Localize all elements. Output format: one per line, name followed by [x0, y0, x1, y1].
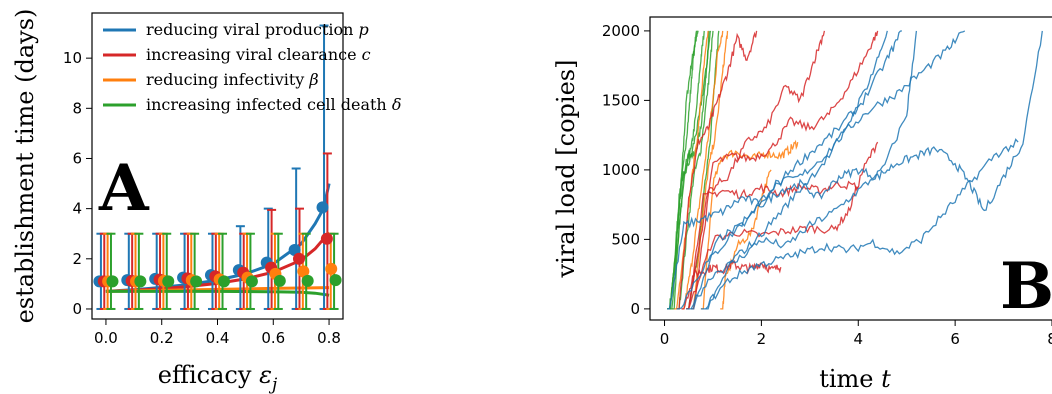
panel-a-xlabel: efficacy εj: [158, 361, 278, 394]
data-point: [301, 274, 314, 287]
panel-b-xlabel-text: time: [819, 365, 873, 393]
panel-b-xtick-label: 4: [853, 330, 863, 348]
panel-b-xlabel: time t: [819, 365, 891, 393]
panel-b-xlabel-symbol: t: [881, 365, 891, 393]
legend-label-text: increasing viral clearance: [146, 45, 362, 64]
panel-b-ticks: 0 2 4 6 8 0 500 1000 1500 2000: [602, 22, 1052, 348]
data-point: [106, 275, 119, 288]
trajectory-line: [686, 141, 879, 310]
trajectory-line: [700, 138, 1019, 310]
trajectory-line: [676, 30, 758, 310]
panel-a-ytick-label: 2: [72, 250, 82, 268]
legend-label-text: reducing viral production: [146, 20, 359, 39]
legend-label: increasing viral clearance c: [146, 45, 371, 64]
panel-a-ytick-label: 0: [72, 300, 82, 318]
trajectory-line: [674, 30, 709, 310]
panel-b-ytick-label: 0: [630, 300, 640, 318]
legend-label-symbol: β: [308, 70, 318, 89]
panel-a-ylabel: establishment time (days): [11, 9, 39, 324]
data-point: [297, 265, 310, 278]
panel-a-xtick-label: 0.2: [150, 329, 174, 347]
data-point: [325, 262, 338, 275]
panel-a-xlabel-sub: j: [268, 375, 278, 394]
legend-label-symbol: δ: [392, 95, 402, 114]
trajectory-line: [686, 30, 826, 310]
legend-label-text: reducing infectivity: [146, 70, 309, 89]
panel-b-ytick-label: 500: [611, 230, 640, 248]
legend-label: increasing infected cell death δ: [146, 95, 401, 114]
trajectory-line: [705, 30, 888, 310]
data-point: [245, 275, 258, 288]
trajectory-line: [667, 30, 710, 310]
trajectory-line: [691, 30, 902, 310]
data-point: [162, 275, 175, 288]
data-point: [292, 252, 305, 265]
trajectory-line: [676, 30, 714, 310]
trajectory-line: [691, 30, 729, 310]
trajectory-line: [686, 30, 918, 310]
panel-b-letter: B: [1000, 249, 1052, 324]
panel-b-xtick-label: 0: [660, 330, 670, 348]
legend-label: reducing viral production p: [146, 20, 369, 39]
panel-a-legend: reducing viral production p increasing vi…: [103, 20, 401, 114]
trajectory-line: [667, 30, 1043, 310]
panel-a-ytick-label: 6: [72, 149, 82, 167]
trajectory-line: [681, 30, 724, 310]
panel-a-letter: A: [98, 151, 150, 226]
legend-label-symbol: p: [359, 20, 369, 39]
panel-a-xtick-label: 0.4: [206, 329, 230, 347]
data-point: [218, 275, 231, 288]
data-point: [320, 232, 333, 245]
panel-b-xtick-label: 2: [757, 330, 767, 348]
legend-label-symbol: c: [362, 45, 371, 64]
panel-a-xtick-label: 0.6: [261, 329, 285, 347]
panel-a-xlabel-symbol: ε: [259, 361, 272, 389]
panel-b-frame: [649, 16, 1052, 321]
trajectory-line: [700, 139, 799, 310]
legend-label-text: increasing infected cell death: [146, 95, 392, 114]
data-point: [316, 201, 329, 214]
panel-a-ytick-label: 8: [72, 99, 82, 117]
panel-b-ytick-label: 2000: [602, 22, 640, 40]
panel-a-ticks: 0.0 0.2 0.4 0.6 0.8 0 2 4 6 8 10: [63, 49, 341, 347]
panel-a-series-layer: [93, 24, 342, 310]
data-point: [273, 274, 286, 287]
panel-b-series-layer: [667, 30, 1043, 310]
trajectory-line: [691, 30, 879, 310]
data-point: [190, 275, 203, 288]
panel-a-ytick-label: 10: [63, 49, 82, 67]
legend-label: reducing infectivity β: [146, 70, 319, 89]
panel-b-ytick-label: 1000: [602, 161, 640, 179]
data-point: [329, 274, 342, 287]
panel-a-xtick-label: 0.8: [317, 329, 341, 347]
fit-line: [105, 289, 330, 297]
trajectory-line: [676, 30, 966, 310]
panel-b: 0 2 4 6 8 0 500 1000 1500 2000 B viral load [copi…: [552, 16, 1052, 393]
panel-a-xlabel-text: efficacy: [158, 361, 252, 389]
panel-b-xtick-label: 6: [950, 330, 960, 348]
panel-b-ylabel: viral load [copies]: [552, 60, 580, 279]
panel-b-ytick-label: 1500: [602, 91, 640, 109]
panel-b-xtick-label: 8: [1047, 330, 1052, 348]
panel-a-xtick-label: 0.0: [94, 329, 118, 347]
panel-a-ytick-label: 4: [72, 200, 82, 218]
trajectory-line: [671, 30, 705, 310]
data-point: [134, 275, 147, 288]
panel-a: 0.0 0.2 0.4 0.6 0.8 0 2 4 6 8 10 reducing viral pr…: [11, 9, 401, 394]
